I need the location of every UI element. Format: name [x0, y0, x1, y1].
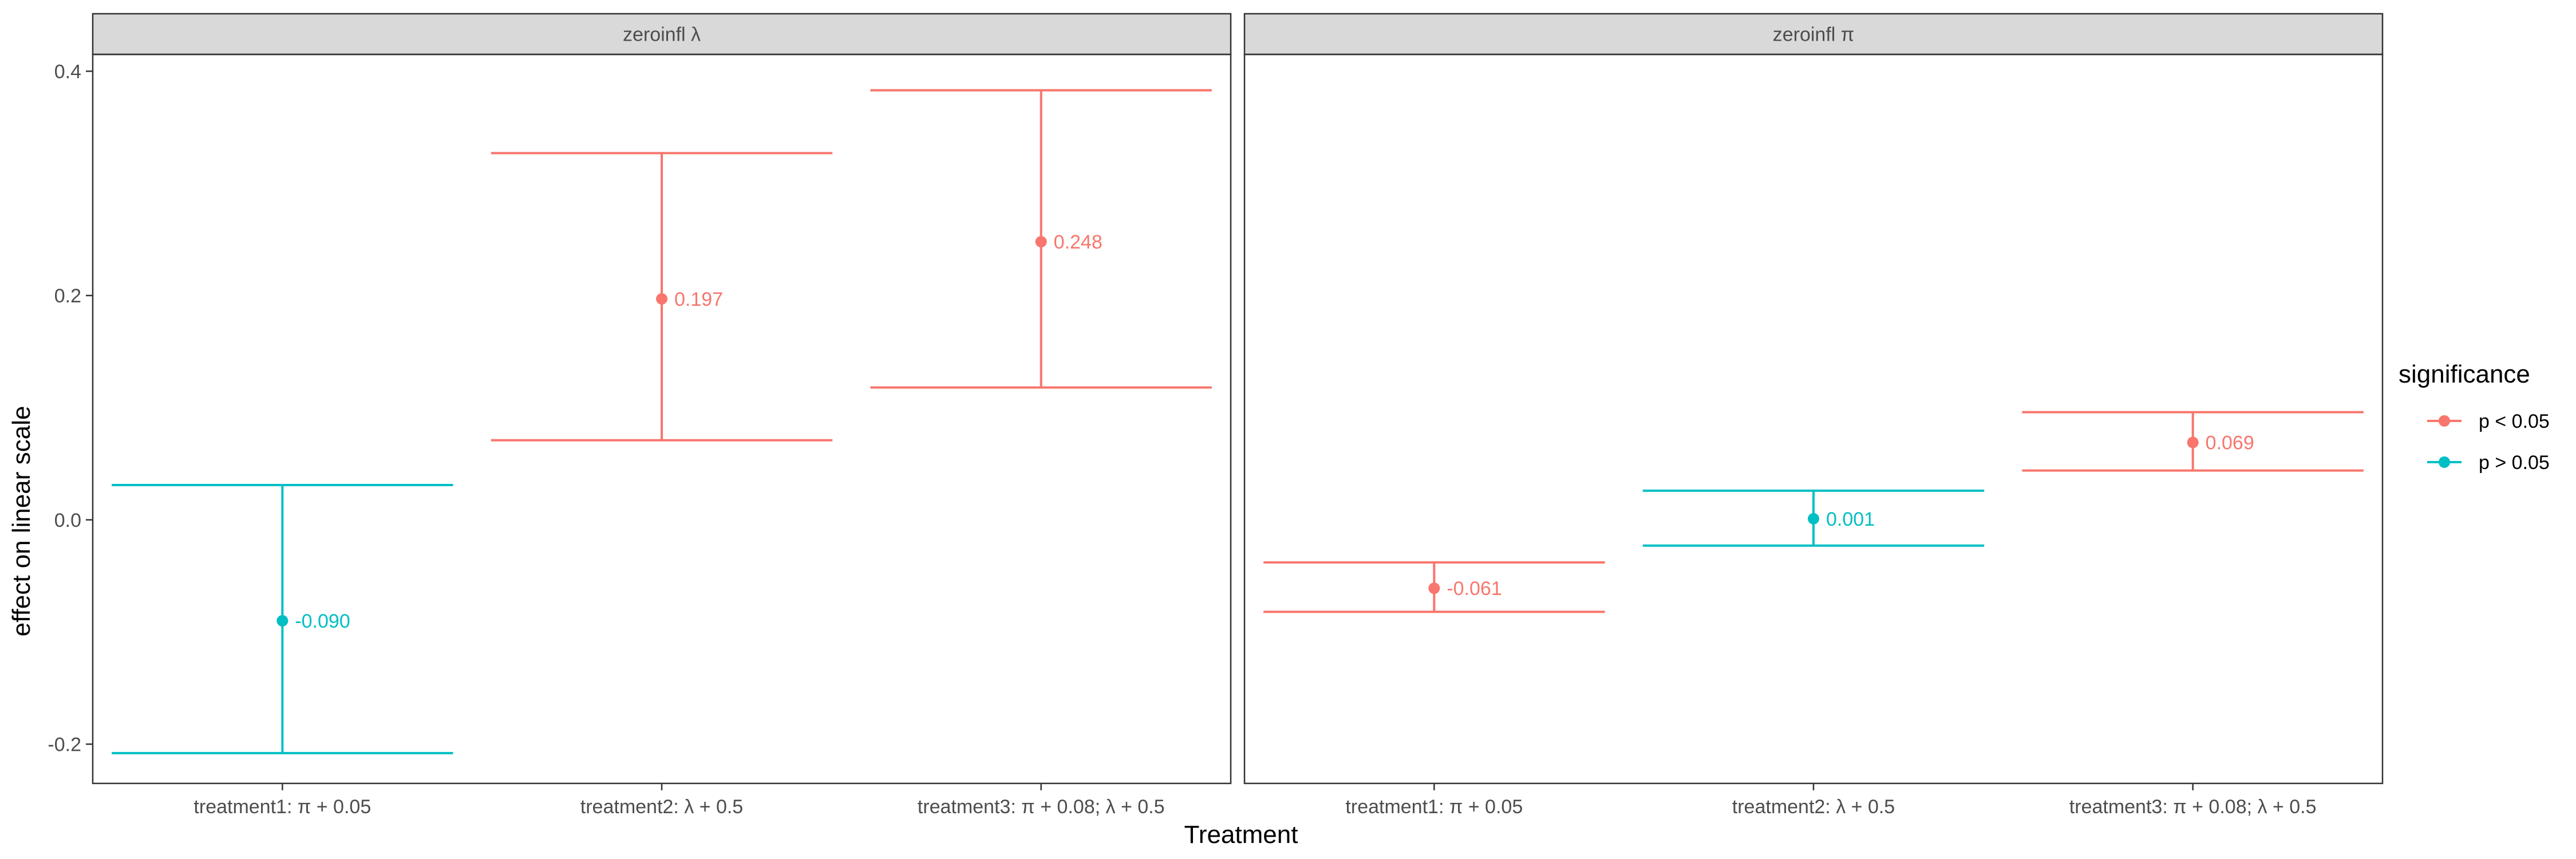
panel-1: zeroinfl λ treatment1: π + 0.05 treatment2…: [92, 13, 1232, 818]
x-axis-title: Treatment: [1184, 821, 1298, 849]
data-label-treatment3-0-08-0-5: 0.069: [2206, 432, 2254, 454]
panel-strip-title: zeroinfl λ: [623, 24, 701, 46]
panel-2: zeroinfl π treatment1: π + 0.05 treatment2…: [1243, 13, 2384, 818]
legend: significance p < 0.05 p > 0.05: [2399, 360, 2550, 474]
legend-label-2: p > 0.05: [2479, 452, 2550, 474]
panel-strip-title: zeroinfl π: [1773, 24, 1855, 46]
point-treatment3-0-08-0-5: [2187, 436, 2199, 448]
data-label-treatment1-0-05: -0.061: [1447, 578, 1502, 600]
panel-strip: [92, 13, 1232, 56]
y-tick-label-3: 0.2: [54, 285, 81, 307]
y-tick-label-4: 0.4: [54, 61, 81, 82]
x-tick-label-2: treatment2: λ + 0.5: [1732, 796, 1895, 818]
data-label-treatment2-0-5: 0.197: [674, 289, 723, 310]
panels-layer: zeroinfl λ treatment1: π + 0.05 treatment2…: [92, 13, 2384, 818]
x-tick-label-3: treatment3: π + 0.08; λ + 0.5: [2069, 796, 2317, 818]
point-treatment1-0-05: [1428, 582, 1440, 594]
point-treatment3-0-08-0-5: [1035, 236, 1047, 248]
legend-key-point-1: [2439, 415, 2450, 427]
data-label-treatment3-0-08-0-5: 0.248: [1054, 231, 1103, 253]
legend-title: significance: [2399, 360, 2530, 388]
point-treatment2-0-5: [656, 293, 667, 305]
point-treatment1-0-05: [276, 615, 289, 627]
y-tick-label-2: 0.0: [54, 510, 81, 531]
x-tick-label-1: treatment1: π + 0.05: [193, 796, 371, 818]
legend-key-point-2: [2439, 456, 2450, 468]
point-treatment2-0-5: [1808, 513, 1819, 525]
legend-label-1: p < 0.05: [2479, 411, 2550, 432]
x-tick-label-1: treatment1: π + 0.05: [1345, 796, 1523, 818]
panel-strip: [1243, 13, 2384, 56]
y-tick-label-1: -0.2: [48, 734, 81, 755]
data-label-treatment2-0-5: 0.001: [1826, 509, 1875, 530]
y-axis: -0.2 0.0 0.2 0.4: [48, 61, 93, 755]
y-axis-title: effect on linear scale: [7, 406, 35, 637]
x-tick-label-3: treatment3: π + 0.08; λ + 0.5: [918, 796, 1165, 818]
x-tick-label-2: treatment2: λ + 0.5: [580, 796, 743, 818]
data-label-treatment1-0-05: -0.090: [295, 610, 350, 632]
